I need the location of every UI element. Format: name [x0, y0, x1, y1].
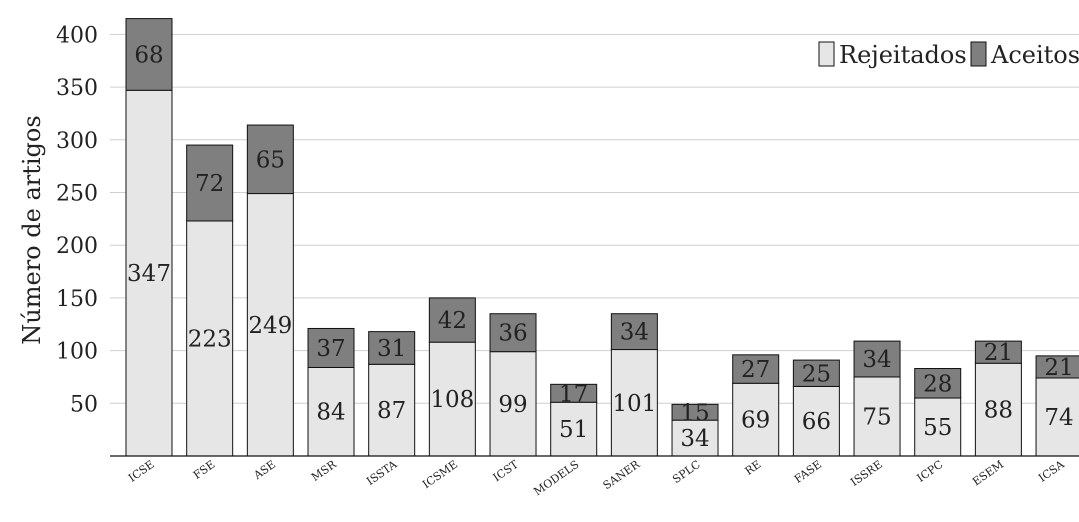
y-tick-label: 250 [56, 182, 98, 207]
bar-rejeitados-ase [246, 193, 294, 457]
bar-aceitos-ase [246, 124, 294, 195]
x-tick-label: ICSE [126, 458, 157, 485]
y-tick-label: 100 [56, 340, 98, 365]
bar-aceitos-icsme [428, 297, 476, 343]
bar-aceitos-icse [125, 18, 173, 91]
value-label: 72 [195, 171, 224, 197]
bar-aceitos-fase [792, 359, 840, 387]
y-tick-label: 200 [56, 234, 98, 259]
bar-aceitos-icst [489, 313, 537, 353]
bar-aceitos-saner [610, 313, 658, 351]
value-label: 87 [377, 398, 406, 424]
value-label: 51 [559, 417, 588, 443]
value-label: 66 [802, 409, 831, 435]
bar-aceitos-splc [671, 403, 719, 421]
legend: Rejeitados Aceitos [818, 41, 1079, 69]
value-label: 15 [680, 400, 709, 426]
y-tick-label: 400 [56, 23, 98, 48]
x-tick-label: ICSME [420, 458, 460, 491]
x-tick-label: ISSTA [364, 457, 400, 488]
legend-swatch [970, 41, 987, 67]
x-tick-label: SANER [601, 457, 643, 492]
value-label: 68 [134, 42, 163, 68]
value-label: 31 [377, 336, 406, 362]
value-label: 99 [498, 392, 527, 418]
y-tick-label: 300 [56, 129, 98, 154]
value-label: 25 [802, 361, 831, 387]
value-label: 65 [256, 147, 285, 173]
bar-aceitos-models [550, 383, 598, 403]
value-label: 75 [862, 404, 891, 430]
value-label: 42 [438, 308, 467, 334]
x-tick-label: ICST [491, 457, 522, 484]
legend-label: Aceitos [990, 41, 1079, 69]
bar-aceitos-esem [974, 340, 1022, 364]
value-label: 249 [248, 313, 292, 339]
value-label: 37 [316, 336, 345, 362]
value-label: 347 [127, 261, 171, 287]
bars: 347 68 223 72 249 65 84 37 87 31 108 42 99 36 51 17 101 3… [125, 18, 1079, 457]
value-label: 21 [984, 340, 1013, 366]
value-label: 36 [498, 321, 527, 347]
legend-label: Rejeitados [839, 41, 967, 69]
value-label: 27 [741, 357, 770, 383]
bar-aceitos-re [732, 354, 780, 384]
value-label: 101 [612, 391, 656, 417]
x-tick-label: MSR [309, 457, 339, 484]
bar-rejeitados-icse [125, 89, 173, 457]
value-label: 108 [430, 387, 474, 413]
y-tick-labels: 50 100 150 200 250 300 350 400 [56, 23, 98, 417]
value-label: 84 [316, 400, 345, 426]
y-tick-label: 350 [56, 76, 98, 101]
value-label: 21 [1044, 355, 1073, 381]
value-label: 88 [984, 398, 1013, 424]
y-axis-title: Número de artigos [18, 115, 46, 344]
x-tick-label: ICSA [1036, 457, 1067, 484]
x-tick-label: ISSRE [848, 458, 885, 489]
value-label: 34 [862, 347, 891, 373]
value-label: 74 [1044, 405, 1073, 431]
value-label: 17 [559, 381, 588, 407]
x-tick-label: SPLC [670, 458, 703, 486]
x-tick-label: ESEM [970, 458, 1006, 489]
x-tick-label: ASE [251, 458, 279, 483]
value-label: 69 [741, 408, 770, 434]
value-label: 28 [923, 371, 952, 397]
y-tick-label: 150 [56, 287, 98, 312]
bar-rejeitados-icpc [914, 397, 962, 457]
bar-rejeitados-re [732, 382, 780, 457]
x-tick-label: ICPC [915, 458, 946, 485]
x-tick-label: MODELS [531, 458, 581, 498]
x-tick-label: FSE [191, 458, 217, 482]
bar-rejeitados-icsme [428, 341, 476, 457]
value-label: 34 [620, 320, 649, 346]
bar-rejeitados-issre [853, 376, 901, 457]
legend-swatch [818, 41, 835, 67]
y-tick-label: 50 [70, 392, 98, 417]
x-tick-labels: ICSE FSE ASE MSR ISSTA ICSME ICST MODELS SANER SP… [126, 457, 1068, 498]
x-tick-label: FASE [792, 458, 824, 486]
bar-rejeitados-saner [610, 349, 658, 457]
value-label: 34 [680, 426, 709, 452]
bar-aceitos-issre [853, 340, 901, 378]
bar-rejeitados-esem [974, 362, 1022, 457]
bar-aceitos-fse [186, 144, 234, 222]
bar-aceitos-msr [307, 327, 355, 368]
value-label: 55 [923, 415, 952, 441]
x-tick-label: RE [743, 458, 764, 478]
bar-aceitos-icsa [1035, 355, 1079, 379]
bar-aceitos-issta [368, 331, 416, 365]
bar-aceitos-icpc [914, 368, 962, 399]
value-label: 223 [188, 326, 232, 352]
bar-rejeitados-fse [186, 220, 234, 457]
